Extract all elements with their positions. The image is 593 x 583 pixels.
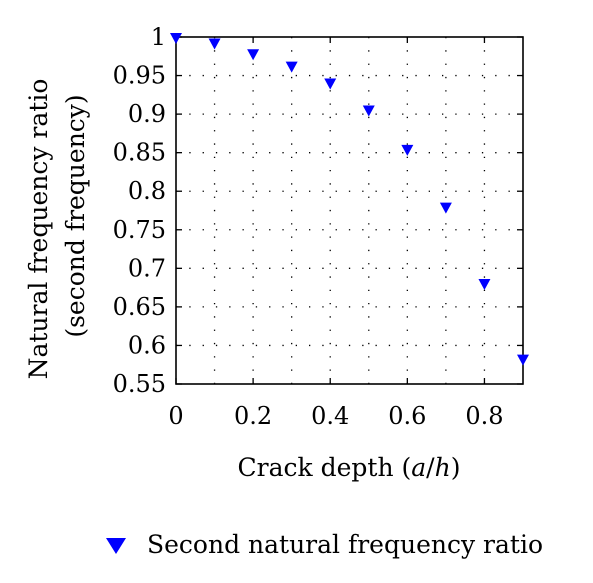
data-point bbox=[170, 33, 182, 45]
y-tick-label: 0.75 bbox=[113, 216, 166, 244]
data-point bbox=[478, 279, 491, 291]
y-tick-label: 0.6 bbox=[128, 331, 166, 359]
x-tick-label: 0 bbox=[168, 402, 183, 430]
y-tick-label: 0.85 bbox=[113, 139, 166, 167]
data-point bbox=[285, 61, 298, 73]
y-tick-label: 0.65 bbox=[113, 293, 166, 321]
x-tick-label: 0.6 bbox=[388, 402, 426, 430]
y-tick-labels: 0.55 0.6 0.65 0.7 0.75 0.8 0.85 0.9 0.95 1 bbox=[113, 23, 166, 398]
data-point bbox=[362, 105, 375, 117]
y-tick-label: 0.9 bbox=[128, 100, 166, 128]
x-tick-labels: 0 0.2 0.4 0.6 0.8 bbox=[168, 402, 503, 430]
x-axis-title: Crack depth (a/h) bbox=[238, 453, 461, 482]
x-tick-label: 0.2 bbox=[234, 402, 272, 430]
y-tick-label: 0.7 bbox=[128, 254, 166, 282]
tick-marks bbox=[175, 36, 523, 385]
y-axis-title-line1: Natural frequency ratio bbox=[24, 79, 53, 380]
data-point bbox=[439, 202, 452, 214]
y-axis-title-line2: (second frequency) bbox=[61, 94, 90, 337]
y-tick-label: 1 bbox=[151, 23, 166, 51]
legend: Second natural frequency ratio bbox=[106, 530, 543, 559]
data-point bbox=[517, 354, 529, 366]
y-tick-label: 0.55 bbox=[113, 370, 166, 398]
legend-marker-triangle bbox=[106, 538, 126, 554]
y-tick-label: 0.8 bbox=[128, 177, 166, 205]
legend-label: Second natural frequency ratio bbox=[147, 530, 543, 559]
y-tick-label: 0.95 bbox=[113, 62, 166, 90]
data-point bbox=[324, 78, 337, 90]
data-point bbox=[208, 38, 221, 50]
plot-frame bbox=[175, 36, 524, 385]
data-points bbox=[170, 33, 529, 366]
data-point bbox=[401, 144, 414, 156]
x-tick-label: 0.4 bbox=[311, 402, 349, 430]
data-point bbox=[247, 49, 260, 61]
grid bbox=[176, 37, 523, 384]
x-tick-label: 0.8 bbox=[465, 402, 503, 430]
